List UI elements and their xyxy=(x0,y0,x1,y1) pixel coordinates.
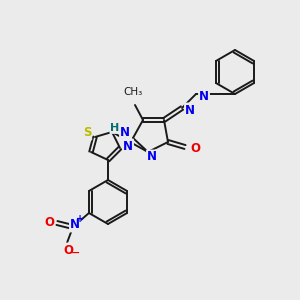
Text: N: N xyxy=(120,125,130,139)
Text: CH₃: CH₃ xyxy=(123,87,142,97)
Text: N: N xyxy=(123,140,133,152)
Text: N: N xyxy=(185,103,195,116)
Text: H: H xyxy=(110,123,120,133)
Text: O: O xyxy=(63,244,73,256)
Text: +: + xyxy=(76,214,84,224)
Text: N: N xyxy=(199,89,209,103)
Text: −: − xyxy=(71,248,81,258)
Text: N: N xyxy=(70,218,80,232)
Text: S: S xyxy=(83,127,91,140)
Text: O: O xyxy=(190,142,200,155)
Text: N: N xyxy=(147,151,157,164)
Text: O: O xyxy=(44,215,54,229)
